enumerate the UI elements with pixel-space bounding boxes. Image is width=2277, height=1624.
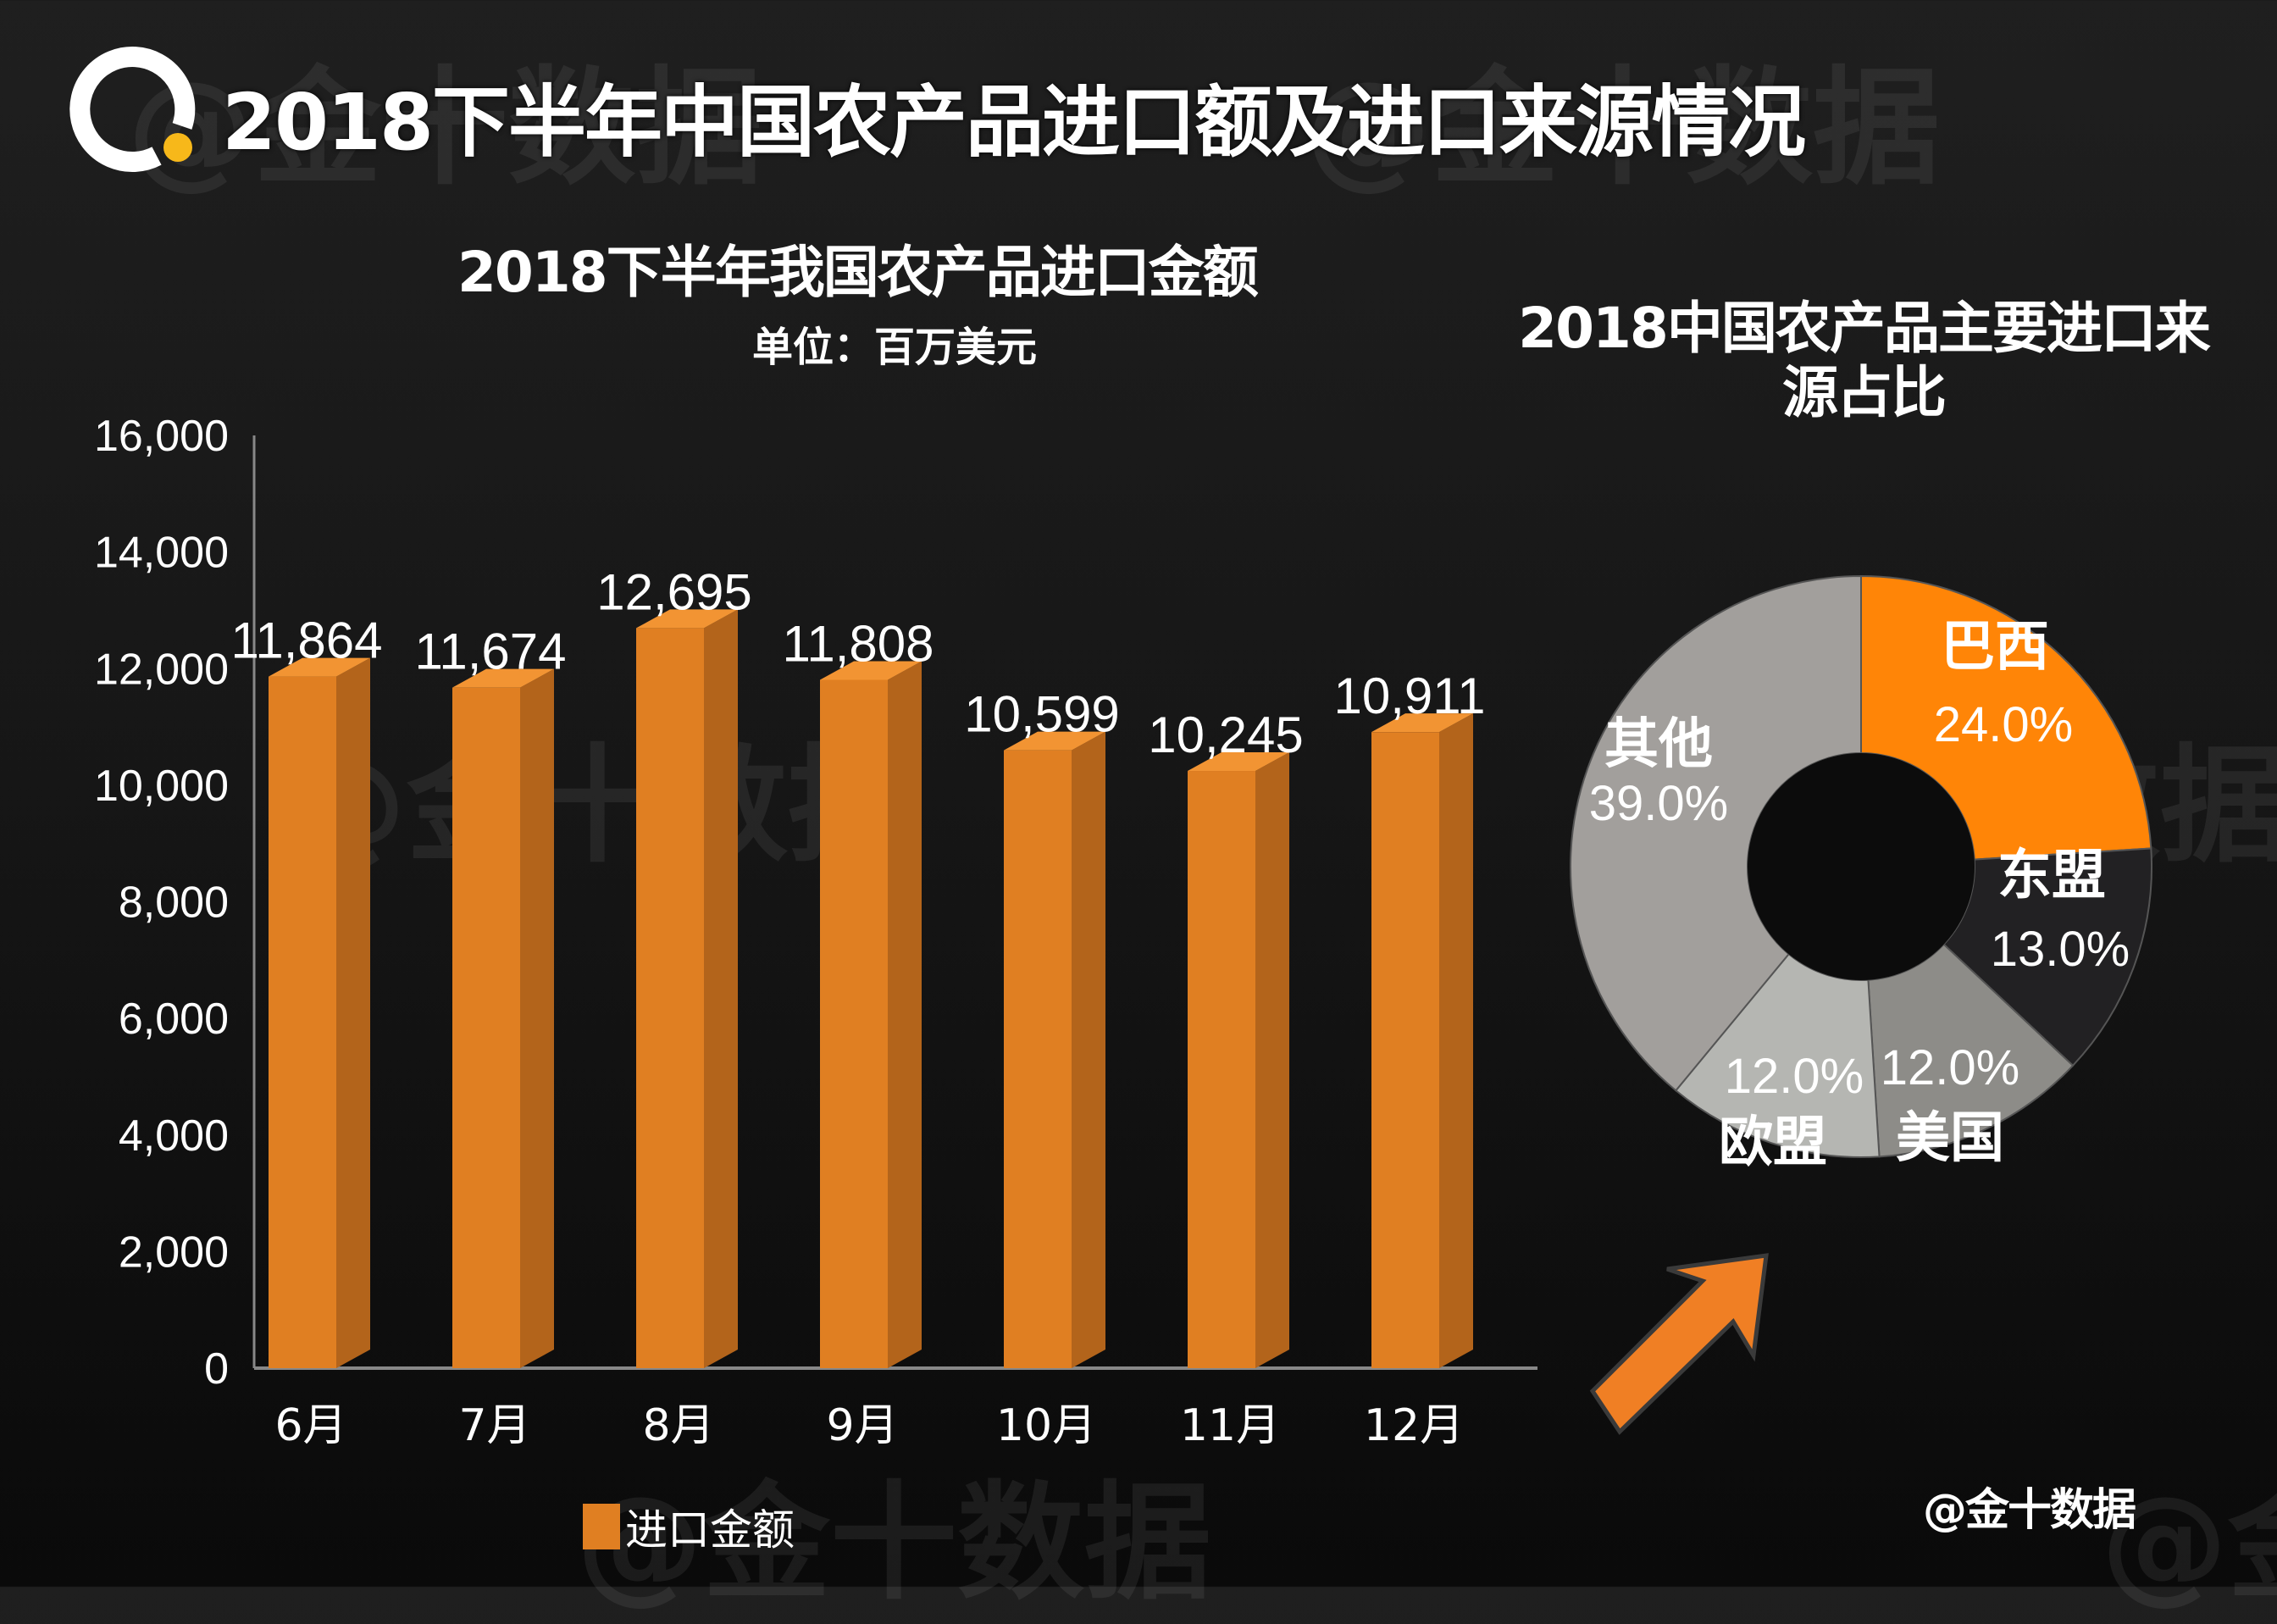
bar-side: [1255, 752, 1289, 1368]
pie-slice-percent: 24.0%: [1934, 697, 2073, 752]
bar-top: [1004, 731, 1105, 751]
y-tick-label: 14,000: [94, 529, 229, 578]
bar: [1188, 771, 1255, 1368]
x-tick-label: 8月: [642, 1400, 714, 1451]
legend-label: 进口金额: [625, 1505, 795, 1555]
donut-hole: [1748, 753, 1975, 980]
bar-top: [636, 609, 738, 629]
bar-chart-legend: 进口金额: [583, 1496, 795, 1557]
y-tick-label: 8,000: [119, 879, 229, 928]
x-tick-label: 11月: [1180, 1400, 1280, 1451]
y-tick-label: 6,000: [119, 995, 229, 1044]
x-tick-label: 6月: [274, 1400, 346, 1451]
bar-chart-title: 2018下半年我国农产品进口金额: [457, 240, 1259, 305]
pie-slice-percent: 39.0%: [1589, 776, 1728, 831]
pie-slice-label: 其他: [1604, 713, 1713, 776]
pie-slice-percent: 12.0%: [1725, 1049, 1864, 1104]
bar: [1371, 732, 1439, 1368]
pie-slice-percent: 13.0%: [1991, 922, 2130, 977]
bar-top: [820, 661, 922, 680]
pie-slice-label: 美国: [1896, 1107, 2004, 1170]
arrow-icon: [1589, 1253, 1769, 1435]
x-tick-label: 10月: [996, 1400, 1096, 1451]
bar: [636, 628, 704, 1368]
bar-chart-unit: 单位：百万美元: [752, 324, 1038, 371]
bar-side: [1072, 731, 1105, 1368]
bar-top: [1188, 752, 1289, 772]
legend-swatch: [583, 1504, 620, 1549]
x-tick-label: 12月: [1364, 1400, 1464, 1451]
x-tick-label: 7月: [458, 1400, 530, 1451]
bar-value-label: 11,808: [782, 615, 934, 672]
page-title: 2018下半年中国农产品进口额及进口来源情况: [222, 77, 1806, 168]
watermark: @金十数据: [280, 733, 916, 880]
pie-chart-title: 2018中国农产品主要进口来源占比: [1518, 296, 2211, 425]
y-tick-label: 16,000: [94, 412, 229, 461]
y-tick-label: 0: [204, 1344, 229, 1394]
bar: [820, 679, 888, 1368]
bar-side: [520, 668, 554, 1368]
watermark: @金十数据: [1305, 55, 1941, 202]
pie-slice-label: 巴西: [1941, 616, 2049, 679]
bar: [452, 687, 520, 1368]
bar-top: [452, 668, 554, 688]
y-tick-label: 4,000: [119, 1111, 229, 1161]
bar-top: [269, 657, 370, 677]
bar-value-label: 12,695: [596, 563, 752, 620]
bar: [1004, 750, 1072, 1368]
source-credit: @金十数据: [1923, 1485, 2136, 1536]
bar-side: [888, 661, 922, 1368]
bar-side: [1439, 713, 1473, 1368]
bar-side: [704, 609, 738, 1368]
bar: [269, 676, 336, 1368]
chart-canvas: 02,0004,0006,0008,00010,00012,00014,0001…: [94, 412, 2152, 1451]
pie-slice-label: 欧盟: [1719, 1111, 1827, 1174]
bar-value-label: 11,674: [414, 624, 566, 680]
y-tick-label: 10,000: [94, 762, 229, 811]
bar-side: [336, 657, 370, 1368]
y-tick-label: 2,000: [119, 1228, 229, 1277]
bar-value-label: 10,599: [964, 686, 1120, 743]
q-logo-icon: [69, 47, 196, 172]
pie-slice-label: 东盟: [1997, 845, 2106, 907]
bar-chart: 02,0004,0006,0008,00010,00012,00014,0001…: [94, 412, 1537, 1451]
bar-value-label: 10,911: [1333, 668, 1485, 724]
x-tick-label: 9月: [826, 1400, 898, 1451]
watermark: @金十数据: [127, 55, 763, 202]
bar-value-label: 11,864: [230, 612, 382, 669]
y-tick-label: 12,000: [94, 645, 229, 694]
bar-top: [1371, 713, 1473, 733]
pie-slice-percent: 12.0%: [1881, 1040, 2019, 1095]
bar-value-label: 10,245: [1148, 707, 1304, 763]
